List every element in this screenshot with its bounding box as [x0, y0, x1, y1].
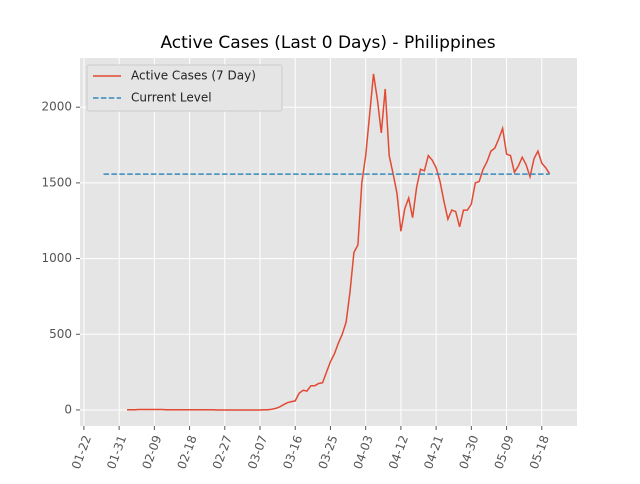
x-tick-label: 03-16	[280, 433, 305, 471]
x-tick-label: 02-27	[210, 433, 235, 471]
chart-title: Active Cases (Last 0 Days) - Philippines	[160, 33, 495, 53]
plot-area	[80, 58, 577, 426]
legend: Active Cases (7 Day) Current Level	[86, 64, 283, 112]
x-tick-label: 04-12	[386, 433, 411, 471]
x-tick-label: 03-25	[315, 433, 340, 471]
x-tick-label: 02-18	[175, 433, 200, 471]
legend-label: Active Cases (7 Day)	[131, 69, 256, 83]
x-tick-label: 03-07	[245, 433, 270, 471]
y-tick-label: 500	[49, 327, 72, 341]
legend-box	[86, 64, 283, 112]
line-series	[126, 73, 551, 411]
x-tick-label: 01-22	[69, 433, 94, 471]
x-tick-label: 04-21	[421, 433, 446, 471]
legend-label: Current Level	[131, 91, 212, 105]
y-tick-label: 1500	[41, 175, 72, 189]
x-tick-label: 04-03	[351, 433, 376, 471]
y-tick-label: 1000	[41, 251, 72, 265]
x-tick-label: 05-18	[527, 433, 552, 471]
x-tick-label: 05-09	[492, 433, 517, 471]
x-tick-label: 02-09	[139, 433, 164, 471]
y-tick-label: 0	[64, 402, 72, 416]
y-tick-label: 2000	[41, 100, 72, 114]
x-tick-label: 01-31	[104, 433, 129, 471]
x-tick-label: 04-30	[456, 433, 481, 471]
